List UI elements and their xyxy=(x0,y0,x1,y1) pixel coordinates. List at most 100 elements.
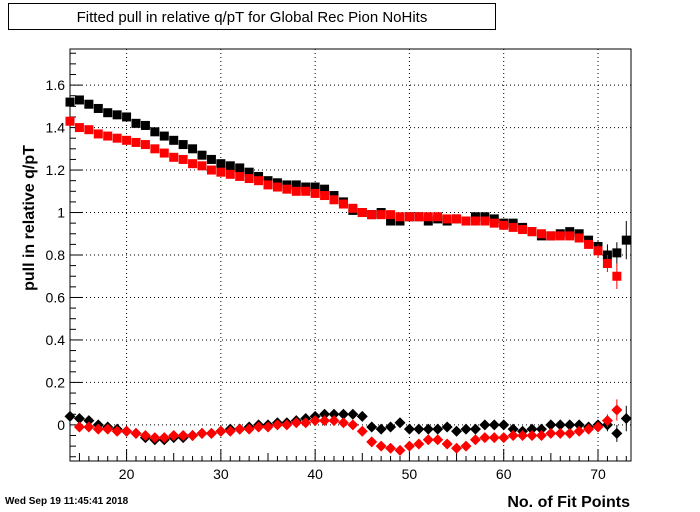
y-tick-label: 1.6 xyxy=(46,77,66,93)
data-point xyxy=(225,161,235,171)
data-point xyxy=(480,216,490,226)
data-point xyxy=(112,133,122,143)
data-point xyxy=(149,432,161,444)
data-point xyxy=(451,442,463,454)
data-point xyxy=(404,212,414,222)
data-point xyxy=(93,103,103,113)
data-point xyxy=(621,235,631,245)
data-point xyxy=(320,191,330,201)
data-point xyxy=(612,271,622,281)
data-point xyxy=(385,421,397,433)
data-point xyxy=(122,112,132,122)
data-point xyxy=(573,419,585,431)
data-point xyxy=(518,225,528,235)
data-point xyxy=(356,410,368,422)
data-point xyxy=(469,434,481,446)
data-point xyxy=(291,186,301,196)
data-point xyxy=(432,423,444,435)
data-point xyxy=(225,169,235,179)
data-point xyxy=(253,421,265,433)
series-4 xyxy=(73,399,623,456)
data-point xyxy=(83,421,95,433)
x-axis-label: No. of Fit Points xyxy=(507,494,630,511)
data-point xyxy=(413,438,425,450)
data-point xyxy=(188,144,198,154)
data-point xyxy=(130,427,142,439)
data-point xyxy=(441,421,453,433)
data-point xyxy=(470,216,480,226)
data-point xyxy=(319,415,331,427)
data-point xyxy=(545,427,557,439)
data-point xyxy=(263,180,273,190)
data-point xyxy=(554,419,566,431)
data-point xyxy=(337,417,349,429)
data-point xyxy=(386,210,396,220)
data-point xyxy=(385,442,397,454)
data-point xyxy=(319,408,331,420)
data-point xyxy=(545,419,557,431)
data-point xyxy=(386,216,396,226)
y-tick-label: 1 xyxy=(57,205,65,221)
data-point xyxy=(337,408,349,420)
data-point xyxy=(546,231,556,241)
data-point xyxy=(206,154,216,164)
data-point xyxy=(574,233,584,243)
data-point xyxy=(414,212,424,222)
chart-title-box: Fitted pull in relative q/pT for Global … xyxy=(8,3,496,30)
data-point xyxy=(347,408,359,420)
data-point xyxy=(290,417,302,429)
data-point xyxy=(291,180,301,190)
y-tick-label: 0.4 xyxy=(46,332,66,348)
data-point xyxy=(121,425,133,437)
data-point xyxy=(535,423,547,435)
data-point xyxy=(282,184,292,194)
data-point xyxy=(64,410,76,422)
data-point xyxy=(178,140,188,150)
data-point xyxy=(611,404,623,416)
data-point xyxy=(196,427,208,439)
data-point xyxy=(338,199,348,209)
data-point xyxy=(102,423,114,435)
data-point xyxy=(65,97,75,107)
y-tick-label: 0.2 xyxy=(46,374,66,390)
data-point xyxy=(309,415,321,427)
x-tick-label: 20 xyxy=(119,466,135,482)
data-point xyxy=(488,419,500,431)
data-point xyxy=(460,440,472,452)
data-point xyxy=(140,140,150,150)
data-point xyxy=(159,131,169,141)
data-point xyxy=(178,154,188,164)
data-point xyxy=(254,176,264,186)
data-point xyxy=(601,415,613,427)
data-point xyxy=(461,216,471,226)
data-point xyxy=(140,120,150,130)
data-point xyxy=(301,186,311,196)
data-point xyxy=(320,184,330,194)
data-point xyxy=(73,413,85,425)
data-point xyxy=(74,95,84,105)
data-point xyxy=(460,423,472,435)
data-point xyxy=(423,212,433,222)
data-point xyxy=(122,135,132,145)
data-point xyxy=(498,419,510,431)
data-point xyxy=(479,419,491,431)
axes: 20 30 40 50 60 70 0 0.2 0.4 0.6 0.8 1 1.2 1.4 1.6 xyxy=(46,52,627,482)
data-point xyxy=(188,159,198,169)
data-point xyxy=(177,430,189,442)
data-point xyxy=(272,182,282,192)
data-point xyxy=(205,427,217,439)
data-point xyxy=(215,425,227,437)
data-point xyxy=(131,137,141,147)
x-tick-label: 60 xyxy=(496,466,512,482)
data-point xyxy=(150,127,160,137)
data-point xyxy=(499,220,509,230)
data-point xyxy=(564,419,576,431)
data-point xyxy=(422,423,434,435)
x-tick-label: 40 xyxy=(307,466,323,482)
data-point xyxy=(451,425,463,437)
data-point xyxy=(235,163,245,173)
data-point xyxy=(224,425,236,437)
data-point xyxy=(508,222,518,232)
x-tick-label: 30 xyxy=(213,466,229,482)
